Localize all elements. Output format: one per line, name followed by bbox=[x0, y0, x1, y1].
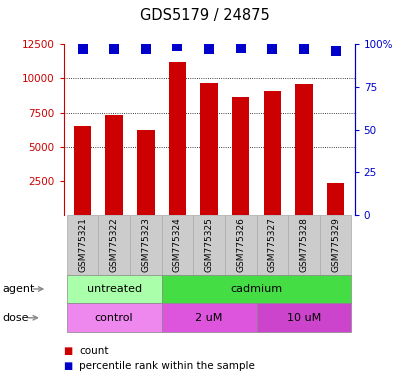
Text: GSM775324: GSM775324 bbox=[173, 217, 182, 272]
Point bbox=[205, 46, 212, 52]
Bar bbox=[294, 84, 312, 215]
Text: ■: ■ bbox=[63, 361, 73, 371]
Text: GSM775328: GSM775328 bbox=[299, 217, 308, 272]
Point bbox=[300, 46, 307, 52]
Point bbox=[110, 46, 117, 52]
Point bbox=[332, 48, 338, 54]
Bar bbox=[200, 83, 217, 215]
Text: agent: agent bbox=[2, 284, 34, 294]
Point bbox=[79, 46, 85, 52]
Text: 10 uM: 10 uM bbox=[286, 313, 320, 323]
Text: GSM775325: GSM775325 bbox=[204, 217, 213, 272]
Text: GSM775327: GSM775327 bbox=[267, 217, 276, 272]
Text: GSM775321: GSM775321 bbox=[78, 217, 87, 272]
Text: control: control bbox=[94, 313, 133, 323]
Bar bbox=[326, 183, 344, 215]
Text: cadmium: cadmium bbox=[230, 284, 282, 294]
Point bbox=[174, 43, 180, 49]
Text: count: count bbox=[79, 346, 108, 356]
Text: GDS5179 / 24875: GDS5179 / 24875 bbox=[140, 8, 269, 23]
Bar bbox=[137, 130, 154, 215]
Bar bbox=[105, 114, 123, 215]
Bar bbox=[231, 98, 249, 215]
Bar bbox=[263, 91, 281, 215]
Point bbox=[142, 46, 149, 52]
Text: GSM775326: GSM775326 bbox=[236, 217, 245, 272]
Text: ■: ■ bbox=[63, 346, 73, 356]
Text: dose: dose bbox=[2, 313, 29, 323]
Text: untreated: untreated bbox=[86, 284, 142, 294]
Bar bbox=[169, 62, 186, 215]
Point bbox=[268, 46, 275, 52]
Text: 2 uM: 2 uM bbox=[195, 313, 222, 323]
Text: percentile rank within the sample: percentile rank within the sample bbox=[79, 361, 254, 371]
Text: GSM775322: GSM775322 bbox=[110, 217, 118, 272]
Point bbox=[237, 45, 243, 51]
Text: GSM775329: GSM775329 bbox=[330, 217, 339, 272]
Bar bbox=[74, 126, 91, 215]
Text: GSM775323: GSM775323 bbox=[141, 217, 150, 272]
